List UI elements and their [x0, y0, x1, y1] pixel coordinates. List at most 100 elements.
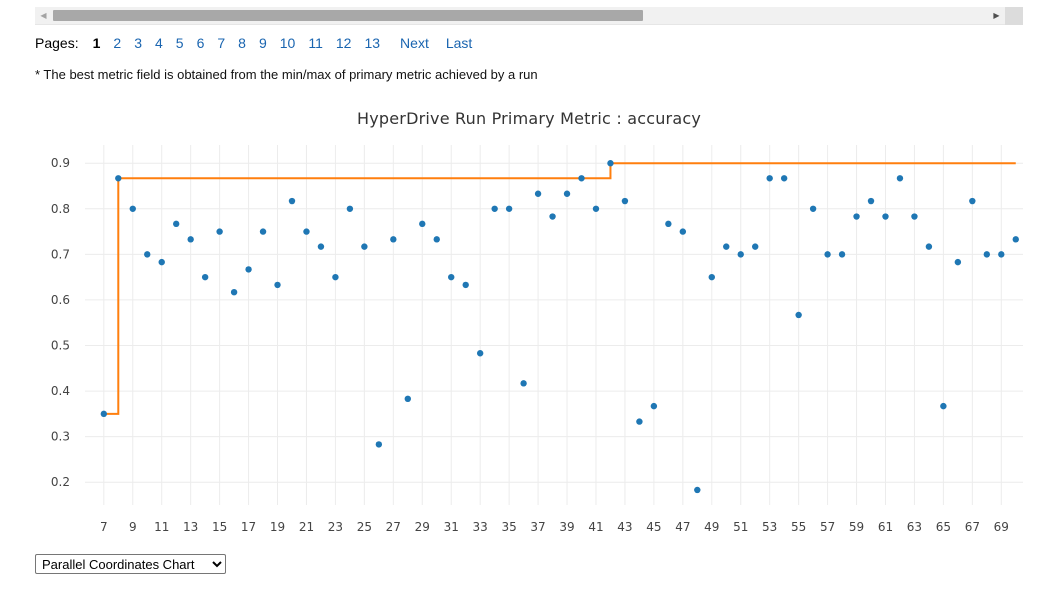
- run-point[interactable]: [230, 288, 238, 296]
- run-point[interactable]: [1012, 236, 1019, 243]
- run-point[interactable]: [824, 251, 831, 258]
- run-point[interactable]: [462, 281, 469, 289]
- run-point[interactable]: [187, 236, 194, 243]
- page-current: 1: [92, 35, 101, 51]
- page-link-8[interactable]: 8: [238, 35, 246, 51]
- run-point[interactable]: [679, 228, 687, 235]
- page-link-9[interactable]: 9: [258, 35, 267, 51]
- page-link-13[interactable]: 13: [364, 35, 381, 51]
- page-link-12[interactable]: 12: [335, 35, 352, 51]
- page-link-5[interactable]: 5: [175, 35, 184, 51]
- page-link-4[interactable]: 4: [154, 35, 163, 51]
- run-point[interactable]: [361, 243, 368, 250]
- run-point[interactable]: [983, 251, 991, 258]
- page-link-3[interactable]: 3: [134, 35, 142, 51]
- run-point[interactable]: [665, 220, 672, 228]
- y-tick-label: 0.8: [51, 202, 70, 216]
- run-point[interactable]: [390, 236, 397, 243]
- run-point[interactable]: [288, 197, 296, 205]
- run-point[interactable]: [766, 175, 773, 182]
- run-point[interactable]: [375, 441, 383, 448]
- run-point[interactable]: [332, 273, 339, 281]
- horizontal-scrollbar[interactable]: ◀ ▶: [35, 7, 1005, 25]
- page-link-7[interactable]: 7: [217, 35, 226, 51]
- run-point[interactable]: [404, 395, 411, 403]
- run-point[interactable]: [853, 213, 860, 220]
- run-point[interactable]: [737, 251, 744, 258]
- run-point[interactable]: [954, 258, 962, 266]
- run-point[interactable]: [723, 243, 730, 250]
- page-link-10[interactable]: 10: [279, 35, 296, 51]
- primary-metric-chart: HyperDrive Run Primary Metric : accuracy…: [51, 109, 1023, 534]
- run-point[interactable]: [534, 190, 542, 197]
- run-point[interactable]: [867, 197, 875, 205]
- x-tick-label: 41: [588, 520, 603, 534]
- run-point[interactable]: [708, 273, 715, 281]
- run-point[interactable]: [592, 205, 600, 212]
- run-point[interactable]: [911, 213, 918, 220]
- page-link-11[interactable]: 11: [308, 35, 323, 51]
- run-point[interactable]: [129, 205, 136, 212]
- run-point[interactable]: [216, 228, 223, 235]
- run-point[interactable]: [969, 197, 976, 205]
- run-point[interactable]: [274, 281, 281, 289]
- run-point[interactable]: [158, 258, 165, 266]
- run-point[interactable]: [563, 190, 571, 197]
- run-point[interactable]: [882, 213, 889, 220]
- run-point[interactable]: [694, 486, 701, 494]
- run-point[interactable]: [896, 175, 904, 182]
- run-point[interactable]: [607, 160, 614, 167]
- chart-type-select[interactable]: Parallel Coordinates Chart: [35, 554, 226, 574]
- run-point[interactable]: [650, 402, 658, 410]
- scroll-left-arrow-icon[interactable]: ◀: [40, 10, 47, 20]
- run-point[interactable]: [838, 251, 846, 258]
- run-point[interactable]: [636, 418, 643, 425]
- x-tick-label: 7: [100, 520, 108, 534]
- run-point[interactable]: [245, 266, 252, 273]
- run-point[interactable]: [998, 251, 1005, 258]
- run-point[interactable]: [448, 273, 455, 281]
- run-point[interactable]: [201, 273, 209, 281]
- run-point[interactable]: [578, 175, 585, 182]
- run-point[interactable]: [259, 228, 267, 235]
- last-link[interactable]: Last: [445, 35, 473, 51]
- run-point[interactable]: [780, 175, 788, 182]
- run-point[interactable]: [303, 228, 310, 235]
- run-point[interactable]: [520, 380, 527, 387]
- scroll-corner: [1005, 7, 1023, 25]
- run-point[interactable]: [476, 350, 484, 357]
- y-tick-label: 0.7: [51, 247, 70, 261]
- run-point[interactable]: [144, 251, 151, 258]
- run-point[interactable]: [505, 205, 513, 212]
- x-tick-label: 53: [762, 520, 777, 534]
- x-tick-label: 15: [212, 520, 227, 534]
- x-tick-label: 67: [965, 520, 980, 534]
- page-link-6[interactable]: 6: [196, 35, 205, 51]
- x-tick-label: 33: [473, 520, 488, 534]
- run-point[interactable]: [346, 205, 354, 212]
- x-tick-label: 55: [791, 520, 806, 534]
- run-point[interactable]: [621, 197, 629, 205]
- run-point[interactable]: [317, 243, 325, 250]
- run-point[interactable]: [809, 205, 817, 212]
- run-point[interactable]: [491, 205, 498, 212]
- x-tick-label: 39: [559, 520, 574, 534]
- run-point[interactable]: [115, 175, 122, 182]
- run-point[interactable]: [925, 243, 933, 250]
- run-point[interactable]: [795, 311, 802, 319]
- run-point[interactable]: [549, 213, 556, 220]
- run-point[interactable]: [419, 220, 426, 228]
- run-point[interactable]: [172, 220, 180, 228]
- x-tick-label: 61: [878, 520, 893, 534]
- x-tick-label: 51: [733, 520, 748, 534]
- next-link[interactable]: Next: [400, 35, 429, 51]
- scroll-right-arrow-icon[interactable]: ▶: [993, 10, 1000, 20]
- page-link-2[interactable]: 2: [113, 35, 122, 51]
- run-point[interactable]: [433, 236, 440, 243]
- run-point[interactable]: [100, 410, 108, 418]
- scrollbar-thumb[interactable]: [53, 10, 643, 21]
- x-tick-label: 13: [183, 520, 198, 534]
- run-point[interactable]: [752, 243, 759, 250]
- y-tick-label: 0.6: [51, 293, 70, 307]
- run-point[interactable]: [940, 402, 947, 410]
